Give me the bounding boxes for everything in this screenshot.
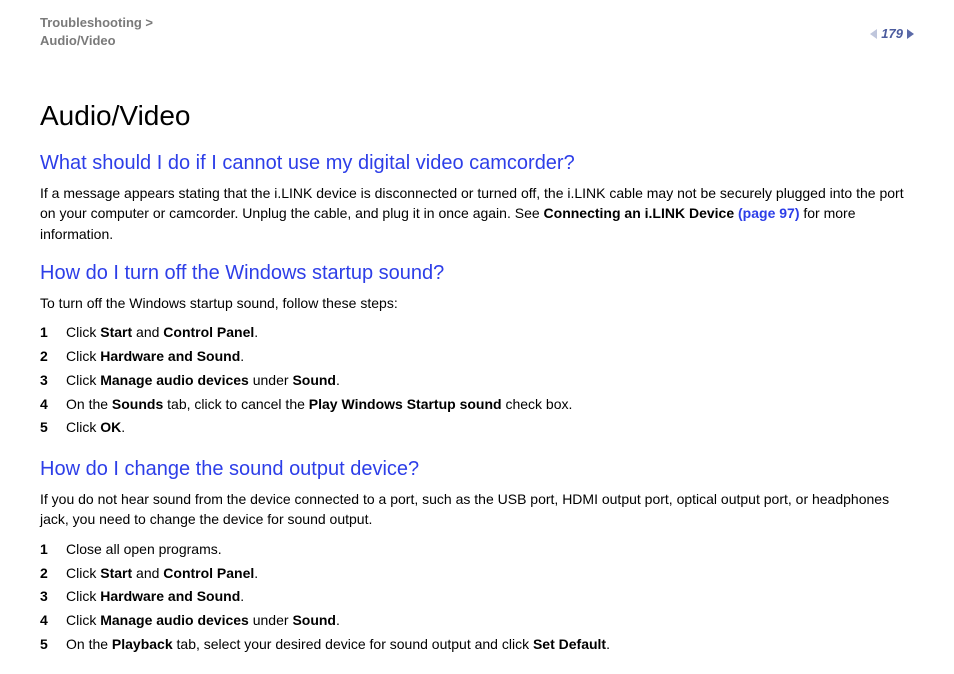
step-item: 5Click OK.: [40, 416, 914, 440]
step-item: 2Click Start and Control Panel.: [40, 562, 914, 586]
step-number: 1: [40, 538, 66, 562]
step-item: 3Click Hardware and Sound.: [40, 585, 914, 609]
step-item: 5On the Playback tab, select your desire…: [40, 633, 914, 657]
step-text: Click OK.: [66, 416, 125, 440]
section-intro: To turn off the Windows startup sound, f…: [40, 293, 914, 313]
step-number: 1: [40, 321, 66, 345]
step-text: Click Hardware and Sound.: [66, 585, 244, 609]
content: Audio/Video What should I do if I cannot…: [40, 100, 914, 657]
page-number: 179: [881, 26, 903, 41]
section-intro: If a message appears stating that the i.…: [40, 183, 914, 244]
step-number: 2: [40, 562, 66, 586]
breadcrumb-line1: Troubleshooting >: [40, 15, 153, 30]
step-text: Close all open programs.: [66, 538, 222, 562]
step-number: 3: [40, 369, 66, 393]
section-heading: How do I change the sound output device?: [40, 458, 914, 481]
step-number: 5: [40, 416, 66, 440]
step-item: 1Click Start and Control Panel.: [40, 321, 914, 345]
step-text: Click Manage audio devices under Sound.: [66, 369, 340, 393]
step-text: Click Hardware and Sound.: [66, 345, 244, 369]
step-number: 4: [40, 393, 66, 417]
step-number: 2: [40, 345, 66, 369]
breadcrumb: Troubleshooting > Audio/Video: [40, 14, 153, 50]
section-intro: If you do not hear sound from the device…: [40, 489, 914, 530]
step-text: Click Manage audio devices under Sound.: [66, 609, 340, 633]
step-text: On the Playback tab, select your desired…: [66, 633, 610, 657]
page-nav: 179: [870, 26, 914, 41]
step-number: 3: [40, 585, 66, 609]
next-page-arrow-icon[interactable]: [907, 29, 914, 39]
page-title: Audio/Video: [40, 100, 914, 132]
step-number: 4: [40, 609, 66, 633]
step-item: 4On the Sounds tab, click to cancel the …: [40, 393, 914, 417]
step-text: Click Start and Control Panel.: [66, 562, 258, 586]
breadcrumb-line2: Audio/Video: [40, 33, 116, 48]
step-item: 1Close all open programs.: [40, 538, 914, 562]
page-header: Troubleshooting > Audio/Video 179: [40, 14, 914, 50]
section-heading: What should I do if I cannot use my digi…: [40, 152, 914, 175]
step-item: 4Click Manage audio devices under Sound.: [40, 609, 914, 633]
step-list: 1Click Start and Control Panel.2Click Ha…: [40, 321, 914, 440]
page: Troubleshooting > Audio/Video 179 Audio/…: [0, 0, 954, 674]
page-link[interactable]: (page 97): [738, 205, 799, 221]
step-item: 2Click Hardware and Sound.: [40, 345, 914, 369]
step-number: 5: [40, 633, 66, 657]
section-heading: How do I turn off the Windows startup so…: [40, 262, 914, 285]
step-item: 3Click Manage audio devices under Sound.: [40, 369, 914, 393]
prev-page-arrow-icon[interactable]: [870, 29, 877, 39]
step-list: 1Close all open programs.2Click Start an…: [40, 538, 914, 657]
step-text: Click Start and Control Panel.: [66, 321, 258, 345]
step-text: On the Sounds tab, click to cancel the P…: [66, 393, 572, 417]
